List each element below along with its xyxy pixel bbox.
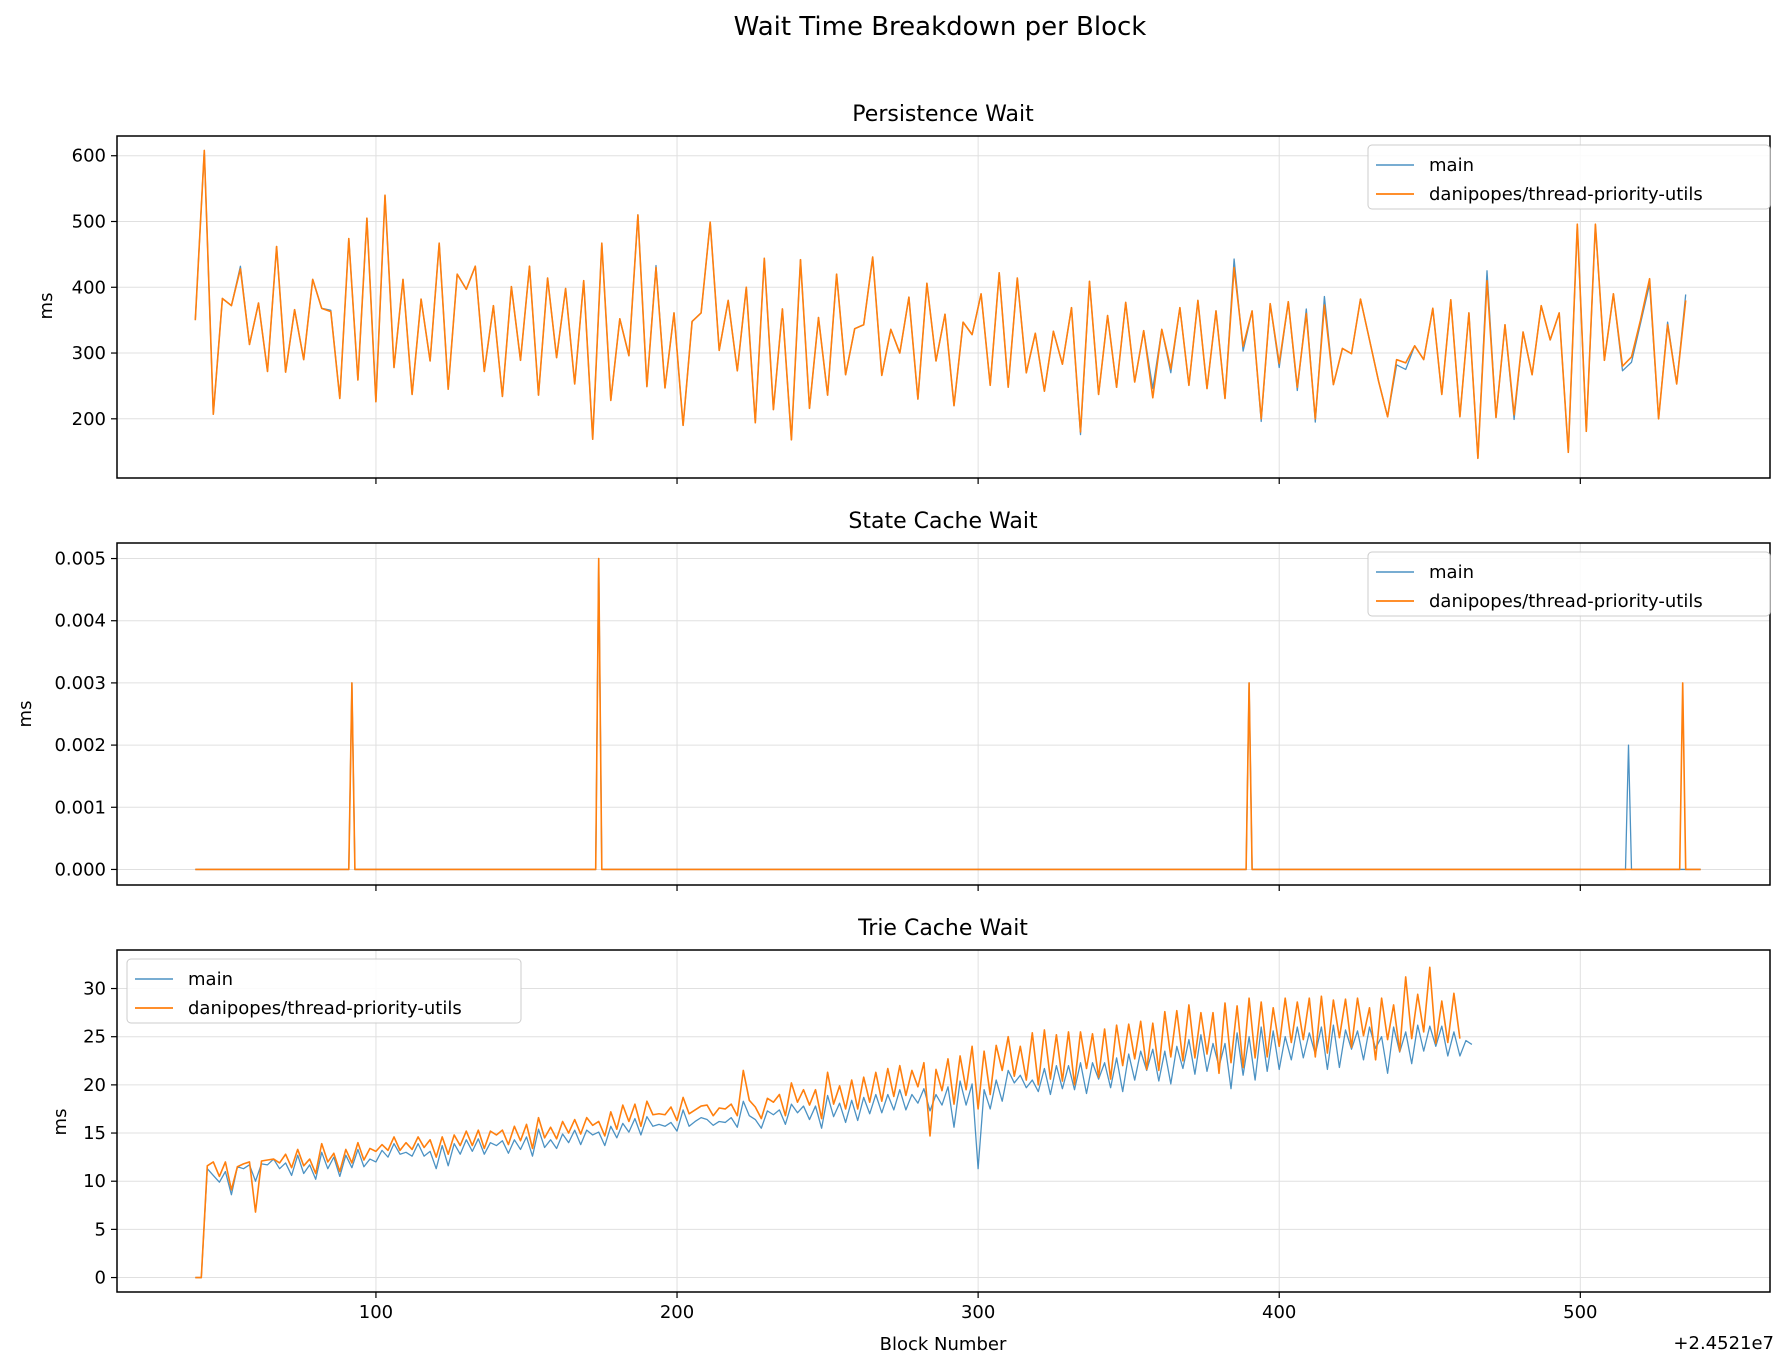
state-cache-wait-ytick-label-1: 0.001 xyxy=(54,797,106,818)
persistence-wait-ylabel: ms xyxy=(36,293,57,320)
xtick-label-200: 200 xyxy=(660,1302,694,1323)
persistence-wait-ytick-label-1: 300 xyxy=(72,343,106,364)
trie-cache-wait-ylabel: ms xyxy=(50,1109,71,1136)
xtick-label-500: 500 xyxy=(1563,1302,1597,1323)
trie-cache-wait-ytick-label-4: 20 xyxy=(83,1075,106,1096)
trie-cache-wait-series-branch-line xyxy=(195,966,1461,1279)
trie-cache-wait-title: Trie Cache Wait xyxy=(857,916,1028,941)
state-cache-wait-legend-label-branch: danipopes/thread-priority-utils xyxy=(1429,591,1703,612)
trie-cache-wait-ytick-label-6: 30 xyxy=(83,979,106,1000)
state-cache-wait-ytick-label-2: 0.002 xyxy=(54,735,106,756)
trie-cache-wait-ytick-label-1: 5 xyxy=(95,1219,106,1240)
persistence-wait-plot-frame xyxy=(116,135,1771,479)
persistence-wait-title: Persistence Wait xyxy=(852,102,1034,127)
persistence-wait-legend: main danipopes/thread-priority-utils xyxy=(1367,144,1771,210)
x-offset-label: +2.4521e7 xyxy=(1673,1333,1774,1354)
trie-cache-wait-ytick-label-2: 10 xyxy=(83,1171,106,1192)
trie-cache-wait-legend-label-branch: danipopes/thread-priority-utils xyxy=(188,998,462,1019)
state-cache-wait-panel: State Cache Wait ms 0.000 0.001 0.002 0.003… xyxy=(15,509,1771,891)
persistence-wait-ytick-label-3: 500 xyxy=(72,212,106,233)
state-cache-wait-legend: main danipopes/thread-priority-utils xyxy=(1367,551,1771,617)
state-cache-wait-title: State Cache Wait xyxy=(848,509,1038,534)
state-cache-wait-ylabel: ms xyxy=(15,701,36,728)
trie-cache-wait-legend-label-main: main xyxy=(188,969,233,990)
state-cache-wait-ytick-label-3: 0.003 xyxy=(54,673,106,694)
persistence-wait-series-branch-line xyxy=(194,149,1687,460)
trie-cache-wait-legend-box xyxy=(126,958,522,1024)
trie-cache-wait-ytick-label-3: 15 xyxy=(83,1123,106,1144)
persistence-wait-ytick-label-0: 200 xyxy=(72,409,106,430)
state-cache-wait-legend-box xyxy=(1367,551,1771,617)
trie-cache-wait-panel: Trie Cache Wait ms 100 200 300 400 500 0 5 10 15… xyxy=(50,916,1771,1323)
xtick-label-300: 300 xyxy=(961,1302,995,1323)
state-cache-wait-ytick-label-0: 0.000 xyxy=(54,859,106,880)
x-axis-label: Block Number xyxy=(880,1334,1007,1355)
xtick-label-100: 100 xyxy=(359,1302,393,1323)
trie-cache-wait-plot-frame xyxy=(116,949,1771,1293)
persistence-wait-ytick-label-2: 400 xyxy=(72,277,106,298)
state-cache-wait-plot-frame xyxy=(116,542,1771,886)
state-cache-wait-legend-label-main: main xyxy=(1429,562,1474,583)
trie-cache-wait-ytick-label-0: 0 xyxy=(95,1268,106,1289)
state-cache-wait-ytick-label-4: 0.004 xyxy=(54,611,106,632)
xtick-label-400: 400 xyxy=(1262,1302,1296,1323)
persistence-wait-ytick-label-4: 600 xyxy=(72,146,106,167)
trie-cache-wait-series-main-line xyxy=(195,1024,1473,1279)
trie-cache-wait-legend: main danipopes/thread-priority-utils xyxy=(126,958,522,1024)
persistence-wait-legend-label-branch: danipopes/thread-priority-utils xyxy=(1429,184,1703,205)
state-cache-wait-series-branch-line xyxy=(195,557,1701,871)
figure-title: Wait Time Breakdown per Block xyxy=(734,12,1147,42)
persistence-wait-legend-box xyxy=(1367,144,1771,210)
persistence-wait-legend-label-main: main xyxy=(1429,155,1474,176)
state-cache-wait-ytick-label-5: 0.005 xyxy=(54,549,106,570)
trie-cache-wait-ytick-label-5: 25 xyxy=(83,1027,106,1048)
persistence-wait-panel: Persistence Wait ms 200 300 400 500 600 main d… xyxy=(36,102,1771,484)
